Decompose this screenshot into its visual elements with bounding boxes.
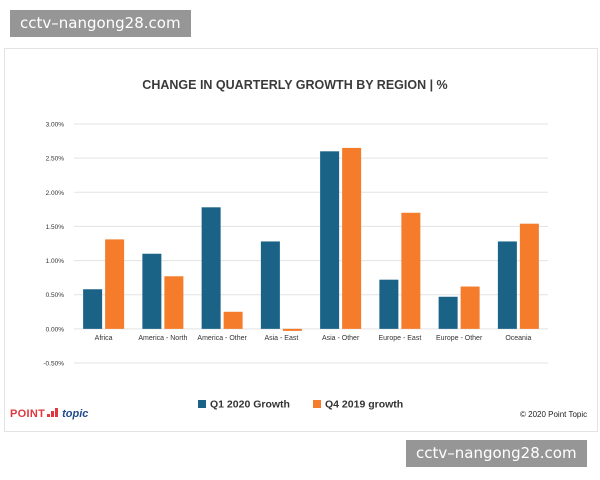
bar-q4-2019 — [519, 223, 539, 329]
logo-text-topic: topic — [62, 408, 89, 420]
bar-q4-2019 — [460, 286, 480, 329]
bar-q4-2019 — [401, 212, 421, 329]
bar-q1-2020 — [379, 279, 399, 329]
x-axis-labels: Africa America - North America - Other Asia… — [95, 335, 532, 342]
bar-q1-2020 — [83, 289, 103, 329]
bar-q1-2020 — [260, 241, 280, 329]
y-tick-label: 1.00% — [46, 258, 65, 265]
point-topic-logo: POINT topic — [10, 408, 88, 420]
bar-q1-2020 — [438, 296, 458, 329]
x-tick-label: America - North — [138, 335, 187, 342]
y-tick-label: -0.50% — [43, 361, 64, 368]
y-tick-label: 1.50% — [46, 224, 65, 231]
bar-q1-2020 — [497, 241, 517, 329]
legend: Q1 2020 Growth Q4 2019 growth — [198, 399, 403, 411]
y-tick-label: 0.00% — [46, 326, 65, 333]
x-tick-label: Europe - Other — [436, 335, 483, 342]
bar-q4-2019 — [282, 328, 302, 331]
x-tick-label: Oceania — [505, 335, 531, 342]
legend-label: Q1 2020 Growth — [210, 399, 290, 411]
bar-q1-2020 — [201, 207, 221, 329]
x-tick-label: Europe - East — [378, 335, 421, 342]
x-tick-label: Asia - East — [264, 335, 298, 342]
chart-title: CHANGE IN QUARTERLY GROWTH BY REGION | % — [142, 78, 447, 92]
legend-label: Q4 2019 growth — [325, 399, 403, 411]
watermark-top: cctv–nangong28.com — [10, 10, 191, 37]
bar-q1-2020 — [142, 253, 162, 329]
bar-q4-2019 — [223, 311, 243, 329]
y-axis-ticks: 3.00% 2.50% 2.00% 1.50% 1.00% 0.50% 0.00% -0.50… — [43, 122, 64, 368]
bar-q4-2019 — [342, 147, 362, 329]
legend-swatch — [198, 400, 206, 408]
legend-swatch — [313, 400, 321, 408]
logo-dots-icon — [47, 408, 60, 417]
x-tick-label: Africa — [95, 335, 113, 342]
bar-q1-2020 — [320, 151, 340, 329]
bar-q4-2019 — [164, 276, 184, 329]
copyright-note: © 2020 Point Topic — [520, 410, 588, 419]
y-tick-label: 3.00% — [46, 122, 65, 129]
y-tick-label: 2.50% — [46, 156, 65, 163]
watermark-bottom: cctv–nangong28.com — [406, 440, 587, 467]
x-tick-label: America - Other — [197, 335, 247, 342]
y-tick-label: 0.50% — [46, 292, 65, 299]
logo-text-point: POINT — [10, 408, 46, 420]
bar-q4-2019 — [105, 239, 125, 329]
bars — [83, 147, 539, 331]
x-tick-label: Asia - Other — [322, 335, 360, 342]
y-tick-label: 2.00% — [46, 190, 65, 197]
chart-card — [4, 48, 598, 432]
